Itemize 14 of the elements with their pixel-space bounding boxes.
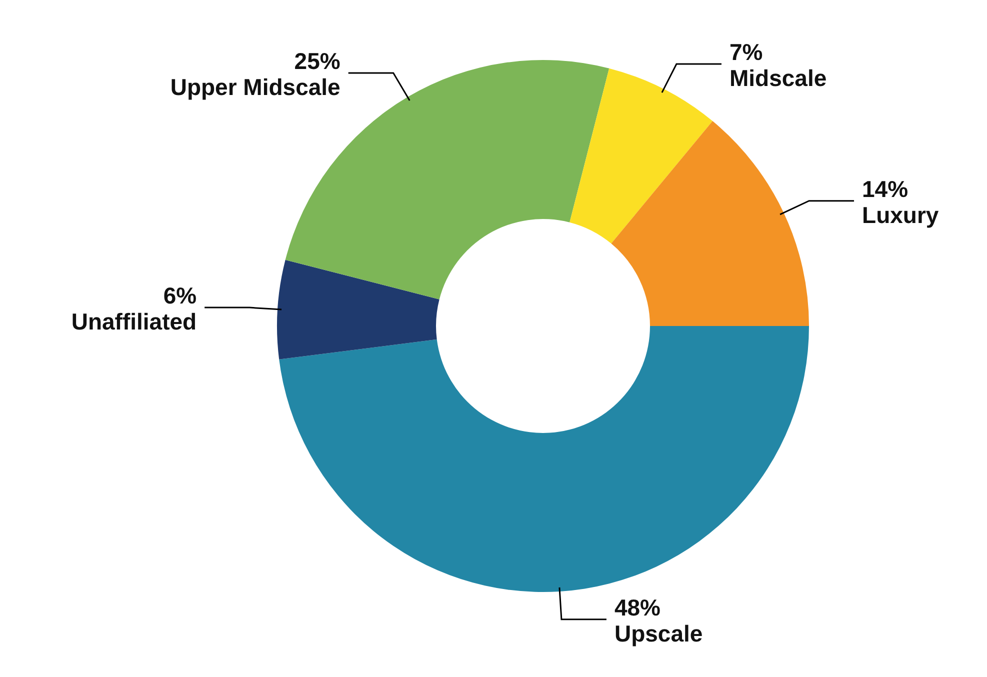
donut-slice <box>570 68 713 244</box>
slice-label: Unaffiliated <box>71 308 197 335</box>
slice-label: Upper Midscale <box>170 74 340 100</box>
slice-label: Upscale <box>614 620 703 646</box>
donut-slice <box>279 326 809 592</box>
data-label: 6% <box>163 282 197 309</box>
slice-label: Midscale <box>729 65 827 92</box>
donut-slice <box>611 121 809 326</box>
donut-slice <box>277 260 440 360</box>
slice-label: Luxury <box>862 202 939 228</box>
data-label: 7% <box>729 39 763 66</box>
data-label: 25% <box>294 48 340 74</box>
data-label: 14% <box>862 176 908 202</box>
data-label: 48% <box>614 594 661 620</box>
